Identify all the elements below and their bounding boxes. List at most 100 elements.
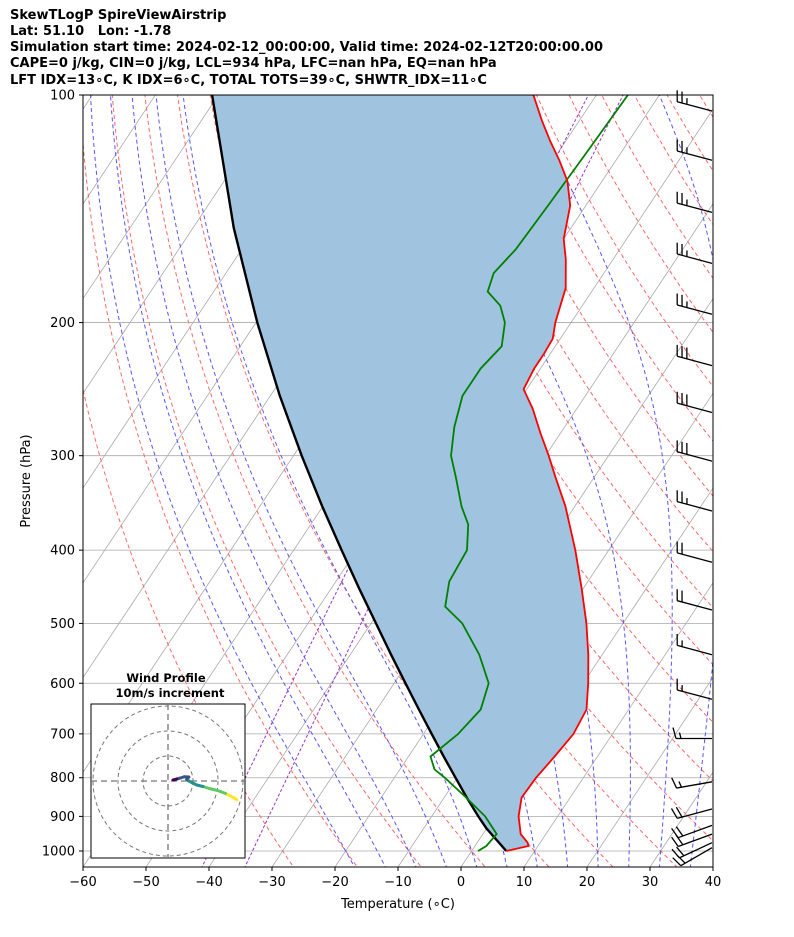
x-tick-label: 20	[579, 875, 596, 890]
isotherm-line	[334, 297, 713, 867]
barb-staff	[677, 824, 713, 839]
barb-full	[670, 808, 678, 819]
dry-adiabat	[568, 95, 713, 334]
wind-barb	[676, 678, 713, 700]
moist-adiabat	[109, 95, 386, 867]
moist-adiabat	[182, 95, 478, 867]
y-tick-label: 1000	[42, 844, 75, 859]
wind-barb	[670, 806, 713, 819]
wind-barb	[676, 440, 713, 462]
moist-adiabat	[155, 95, 448, 867]
barb-staff	[680, 847, 713, 867]
barb-full	[671, 777, 678, 789]
dry-adiabat	[438, 95, 713, 553]
isotherm-line	[712, 866, 713, 867]
isotherm-line	[83, 95, 219, 300]
dry-adiabat	[699, 95, 713, 118]
wind-barb	[676, 391, 713, 414]
barb-staff	[677, 644, 713, 656]
hodograph-ring	[117, 730, 219, 832]
cin-shade	[212, 95, 589, 851]
wind-barb	[676, 191, 713, 214]
barb-staff	[677, 689, 713, 700]
y-tick-label: 700	[50, 727, 75, 742]
index-line: LFT IDX=13∘C, K IDX=6∘C, TOTAL TOTS=39∘C…	[10, 73, 487, 88]
barb-staff	[677, 202, 713, 214]
wind-barb	[671, 777, 713, 789]
x-tick-label: 0	[457, 875, 465, 890]
wind-barbs	[670, 90, 713, 867]
dewpoint-line	[429, 95, 629, 852]
dry-adiabat	[666, 95, 713, 172]
x-axis-label: Temperature (∘C)	[340, 897, 455, 912]
isotherm-line	[586, 676, 713, 867]
isotherm-line	[83, 95, 156, 205]
hodograph-plot	[91, 704, 245, 858]
moist-adiabat	[719, 60, 794, 882]
moist-adiabat	[89, 95, 356, 867]
dry-adiabat	[242, 95, 678, 867]
wind-barb	[672, 727, 712, 740]
barb-staff	[679, 842, 713, 859]
barb-staff	[676, 781, 713, 789]
barb-staff	[677, 501, 713, 512]
hodograph-subtitle: 10m/s increment	[116, 686, 225, 700]
y-tick-label: 800	[50, 771, 75, 786]
cape-line: CAPE=0 j/kg, CIN=0 j/kg, LCL=934 hPa, LF…	[10, 56, 497, 71]
temperature-line	[506, 95, 590, 852]
wind-barb	[676, 344, 713, 367]
barb-staff	[677, 402, 713, 414]
wind-barb	[676, 633, 713, 656]
x-tick-label: 40	[705, 875, 722, 890]
x-tick-label: −30	[258, 875, 285, 890]
y-tick-label: 600	[50, 677, 75, 692]
x-tick-label: 10	[516, 875, 533, 890]
barb-full	[671, 836, 679, 847]
y-axis-label: Pressure (hPa)	[19, 434, 34, 527]
barb-staff	[677, 600, 713, 611]
isotherm-line	[523, 582, 713, 867]
dry-adiabat	[144, 95, 486, 867]
dry-adiabat	[83, 387, 295, 867]
wind-barb	[676, 589, 713, 611]
moist-adiabat	[528, 95, 673, 867]
barb-staff	[677, 101, 713, 112]
x-tick-label: −60	[69, 875, 96, 890]
moist-adiabat	[658, 95, 713, 867]
isotherm-line	[83, 95, 282, 395]
plot-area	[83, 60, 794, 882]
location-line: Lat: 51.10 Lon: -1.78	[10, 24, 172, 39]
barb-half	[678, 732, 682, 739]
wind-barb	[676, 90, 713, 112]
barb-staff	[677, 253, 713, 264]
barb-full	[675, 806, 683, 818]
barb-full	[671, 828, 679, 839]
y-tick-label: 400	[50, 544, 75, 559]
barb-full	[672, 857, 682, 867]
dry-adiabat	[274, 95, 713, 842]
isotherm-line	[766, 60, 794, 882]
hodograph-title: Wind Profile	[126, 671, 206, 685]
dry-adiabat	[111, 95, 422, 867]
wind-barb	[676, 139, 713, 161]
barb-half	[678, 781, 683, 788]
moist-adiabat	[430, 95, 631, 867]
barb-staff	[677, 150, 713, 161]
time-line: Simulation start time: 2024-02-12_00:00:…	[10, 40, 603, 55]
wind-barb	[676, 490, 713, 512]
barb-staff	[677, 304, 713, 315]
y-tick-label: 200	[50, 316, 75, 331]
barb-full	[672, 727, 677, 739]
x-tick-label: −20	[321, 875, 348, 890]
barb-staff	[677, 833, 713, 848]
wind-barb	[676, 293, 713, 315]
moist-adiabat	[131, 95, 417, 867]
barb-full	[671, 848, 680, 859]
barb-staff	[677, 552, 713, 563]
x-tick-label: −50	[132, 875, 159, 890]
barb-staff	[677, 355, 713, 367]
barb-staff	[677, 451, 713, 462]
dry-adiabat	[633, 95, 713, 226]
